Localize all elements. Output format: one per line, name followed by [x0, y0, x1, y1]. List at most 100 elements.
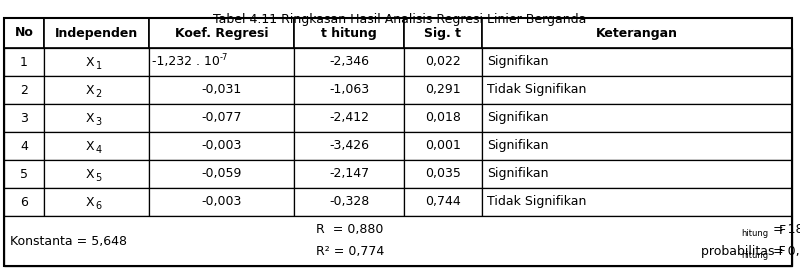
Bar [4, 216, 792, 266]
Bar [294, 76, 404, 104]
Text: -1,232 . 10: -1,232 . 10 [152, 56, 219, 68]
Text: -2,412: -2,412 [329, 112, 369, 124]
Text: X: X [86, 196, 94, 209]
Text: 1: 1 [20, 56, 28, 68]
Text: F: F [779, 224, 786, 236]
Bar [44, 48, 149, 76]
Bar [404, 160, 482, 188]
Bar [4, 188, 44, 216]
Bar [294, 188, 404, 216]
Text: 4: 4 [20, 139, 28, 153]
Bar [4, 76, 44, 104]
Text: Sig. t: Sig. t [425, 27, 462, 39]
Text: -2,346: -2,346 [329, 56, 369, 68]
Bar [149, 18, 294, 48]
Bar [44, 18, 149, 48]
Text: Konstanta = 5,648: Konstanta = 5,648 [10, 235, 127, 247]
Bar [482, 132, 792, 160]
Text: hitung: hitung [741, 230, 768, 238]
Bar [149, 160, 294, 188]
Bar [44, 132, 149, 160]
Text: -0,031: -0,031 [202, 84, 242, 96]
Bar [294, 104, 404, 132]
Text: 0,035: 0,035 [425, 167, 461, 181]
Text: Independen: Independen [55, 27, 138, 39]
Text: 0,744: 0,744 [425, 196, 461, 209]
Bar [44, 76, 149, 104]
Text: Tidak Signifikan: Tidak Signifikan [487, 84, 586, 96]
Text: Signifikan: Signifikan [487, 112, 549, 124]
Text: probabilitas F: probabilitas F [702, 246, 786, 258]
Bar [482, 160, 792, 188]
Text: 3: 3 [95, 117, 102, 127]
Bar [44, 104, 149, 132]
Text: t hitung: t hitung [321, 27, 377, 39]
Bar [482, 48, 792, 76]
Text: 5: 5 [20, 167, 28, 181]
Bar [404, 132, 482, 160]
Bar [482, 188, 792, 216]
Text: Koef. Regresi: Koef. Regresi [174, 27, 268, 39]
Bar [482, 18, 792, 48]
Bar [4, 132, 44, 160]
Text: 1: 1 [95, 61, 102, 71]
Text: = 0,000: = 0,000 [769, 246, 800, 258]
Text: 3: 3 [20, 112, 28, 124]
Bar [294, 160, 404, 188]
Bar [149, 104, 294, 132]
Text: hitung: hitung [741, 252, 768, 261]
Text: X: X [86, 84, 94, 96]
Bar [404, 188, 482, 216]
Bar [294, 132, 404, 160]
Text: 6: 6 [95, 201, 102, 211]
Bar [404, 104, 482, 132]
Text: X: X [86, 167, 94, 181]
Text: X: X [86, 56, 94, 68]
Bar [482, 104, 792, 132]
Text: Tabel 4.11 Ringkasan Hasil Analisis Regresi Linier Berganda: Tabel 4.11 Ringkasan Hasil Analisis Regr… [214, 13, 586, 26]
Bar [294, 48, 404, 76]
Text: R  = 0,880: R = 0,880 [316, 224, 384, 236]
Bar [149, 188, 294, 216]
Text: X: X [86, 112, 94, 124]
Text: -2,147: -2,147 [329, 167, 369, 181]
Text: 2: 2 [20, 84, 28, 96]
Bar [4, 48, 44, 76]
Text: 6: 6 [20, 196, 28, 209]
Text: -0,003: -0,003 [202, 196, 242, 209]
Text: = 18,173: = 18,173 [769, 224, 800, 236]
Bar [294, 18, 404, 48]
Bar [404, 48, 482, 76]
Text: 0,001: 0,001 [425, 139, 461, 153]
Text: -0,077: -0,077 [202, 112, 242, 124]
Bar [4, 18, 44, 48]
Text: 5: 5 [95, 173, 102, 183]
Bar [44, 160, 149, 188]
Bar [482, 76, 792, 104]
Text: 2: 2 [95, 89, 102, 99]
Text: Tidak Signifikan: Tidak Signifikan [487, 196, 586, 209]
Text: -0,328: -0,328 [329, 196, 369, 209]
Text: 0,022: 0,022 [425, 56, 461, 68]
Text: -0,059: -0,059 [202, 167, 242, 181]
Text: Keterangan: Keterangan [596, 27, 678, 39]
Text: No: No [14, 27, 34, 39]
Bar [149, 48, 294, 76]
Text: Signifikan: Signifikan [487, 56, 549, 68]
Text: -1,063: -1,063 [329, 84, 369, 96]
Text: R² = 0,774: R² = 0,774 [316, 246, 384, 258]
Text: Signifikan: Signifikan [487, 167, 549, 181]
Text: -7: -7 [219, 53, 228, 61]
Text: -3,426: -3,426 [329, 139, 369, 153]
Bar [404, 18, 482, 48]
Bar [404, 76, 482, 104]
Text: -0,003: -0,003 [202, 139, 242, 153]
Bar [44, 188, 149, 216]
Text: 4: 4 [95, 145, 102, 155]
Bar [149, 76, 294, 104]
Bar [4, 104, 44, 132]
Text: Signifikan: Signifikan [487, 139, 549, 153]
Text: 0,018: 0,018 [425, 112, 461, 124]
Bar [4, 160, 44, 188]
Bar [149, 132, 294, 160]
